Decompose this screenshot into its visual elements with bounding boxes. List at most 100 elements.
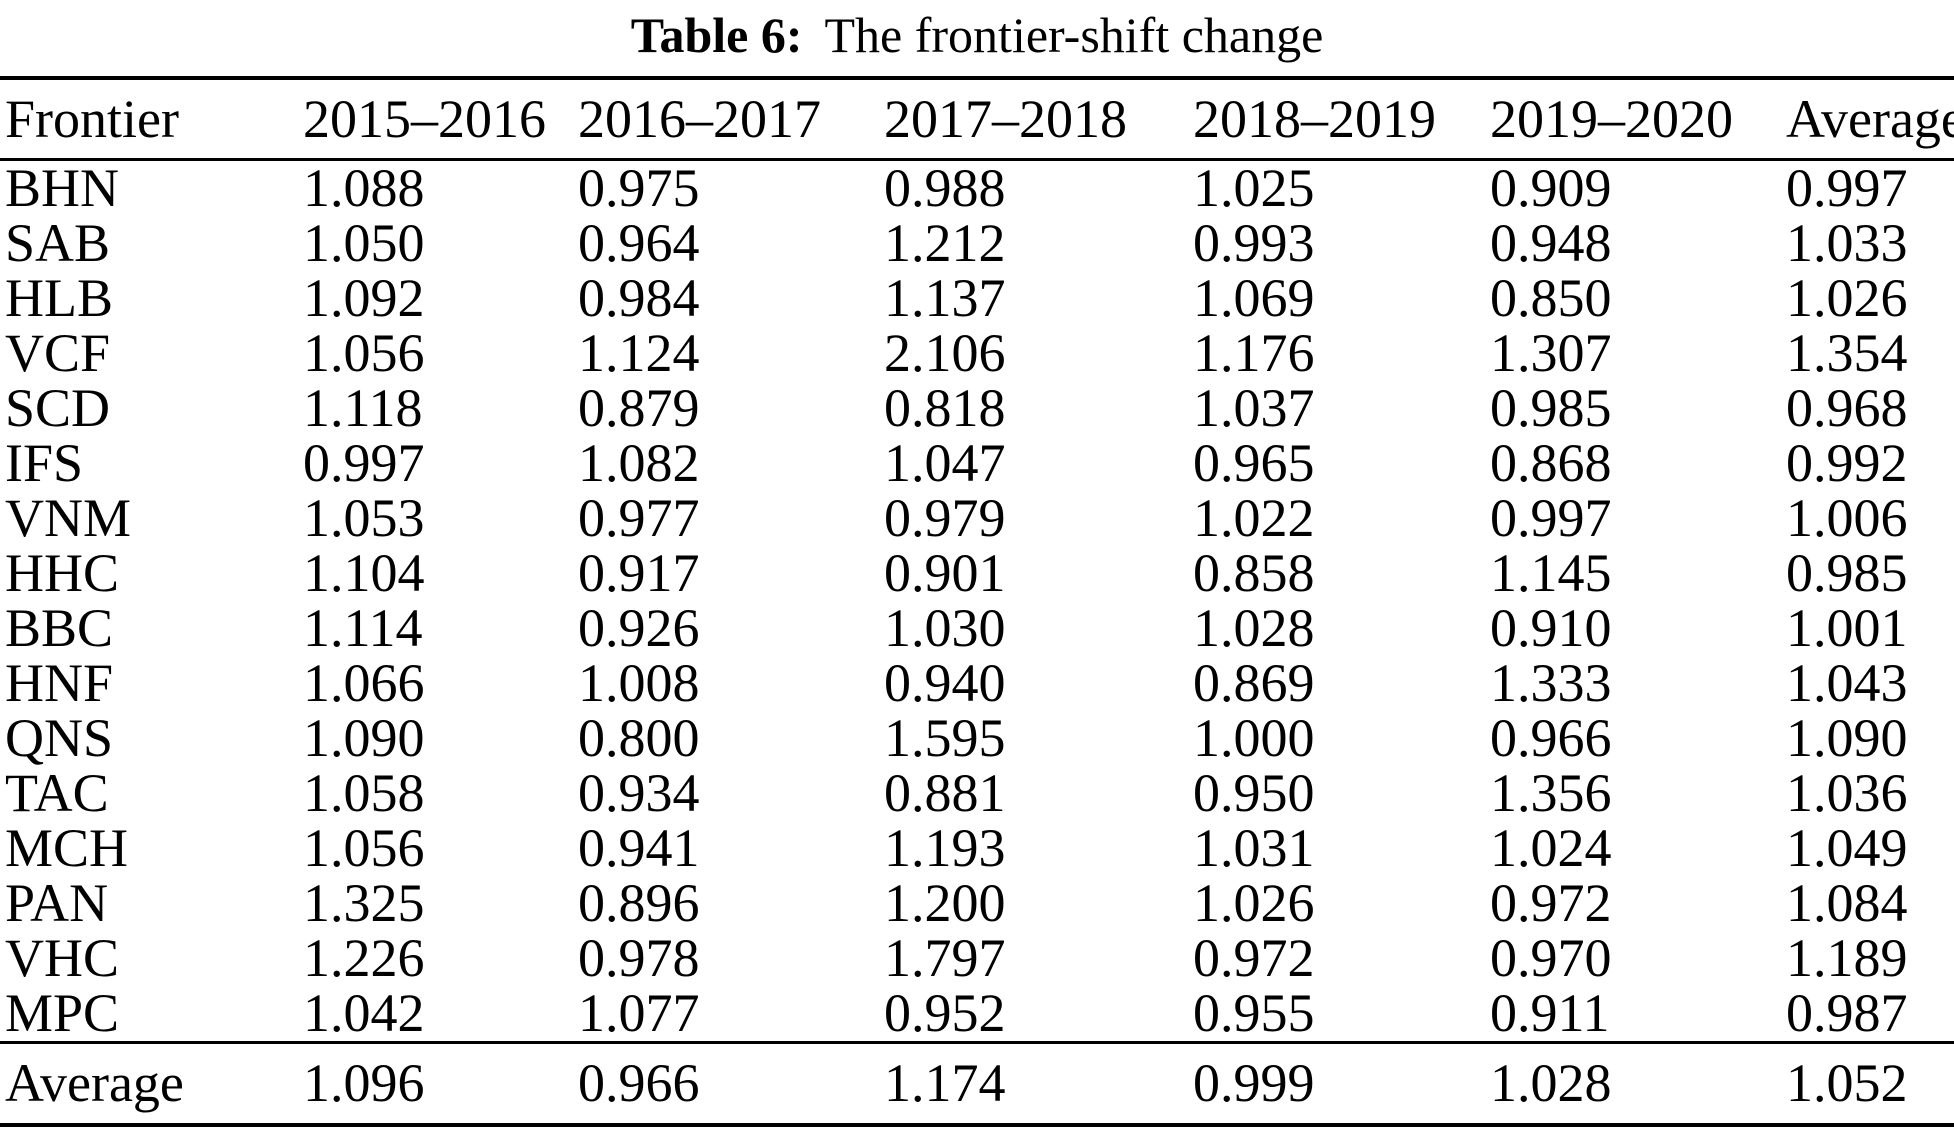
table-cell: 1.047 bbox=[884, 433, 1006, 493]
table-cell: 1.096 bbox=[303, 1053, 425, 1113]
table-cell: 1.028 bbox=[1193, 598, 1315, 658]
table-cell: 1.200 bbox=[884, 873, 1006, 933]
table-cell: 0.988 bbox=[884, 158, 1006, 218]
column-header-2015-2016: 2015–2016 bbox=[303, 89, 546, 149]
table-cell: 1.090 bbox=[303, 708, 425, 768]
table-cell: 0.818 bbox=[884, 378, 1006, 438]
table-cell: 0.979 bbox=[884, 488, 1006, 548]
table-cell: 1.114 bbox=[303, 598, 423, 658]
table-cell: 1.090 bbox=[1786, 708, 1908, 768]
row-label: PAN bbox=[5, 873, 109, 933]
header-row: Frontier 2015–2016 2016–2017 2017–2018 2… bbox=[0, 78, 1954, 160]
table-cell: 1.077 bbox=[578, 983, 700, 1043]
table-cell: 0.970 bbox=[1490, 928, 1612, 988]
table-cell: 1.137 bbox=[884, 268, 1006, 328]
table-cell: 0.952 bbox=[884, 983, 1006, 1043]
table-row: PAN 1.325 0.896 1.200 1.026 0.972 1.084 bbox=[0, 876, 1954, 931]
table-cell: 1.008 bbox=[578, 653, 700, 713]
table-row: HHC 1.104 0.917 0.901 0.858 1.145 0.985 bbox=[0, 546, 1954, 601]
table-cell: 0.869 bbox=[1193, 653, 1315, 713]
row-label: BBC bbox=[5, 598, 114, 658]
row-label: Average bbox=[5, 1053, 184, 1113]
column-header-2018-2019: 2018–2019 bbox=[1193, 89, 1436, 149]
table-cell: 0.911 bbox=[1490, 983, 1610, 1043]
table-cell: 1.050 bbox=[303, 213, 425, 273]
table-cell: 1.042 bbox=[303, 983, 425, 1043]
column-header-2016-2017: 2016–2017 bbox=[578, 89, 821, 149]
table-cell: 0.999 bbox=[1193, 1053, 1315, 1113]
table-cell: 0.975 bbox=[578, 158, 700, 218]
table-cell: 1.174 bbox=[884, 1053, 1006, 1113]
table-cell: 0.984 bbox=[578, 268, 700, 328]
table-cell: 1.056 bbox=[303, 323, 425, 383]
table-row: QNS 1.090 0.800 1.595 1.000 0.966 1.090 bbox=[0, 711, 1954, 766]
table-cell: 1.797 bbox=[884, 928, 1006, 988]
row-label: VCF bbox=[5, 323, 111, 383]
row-label: IFS bbox=[5, 433, 84, 493]
table-cell: 0.879 bbox=[578, 378, 700, 438]
table-cell: 0.800 bbox=[578, 708, 700, 768]
table-cell: 0.926 bbox=[578, 598, 700, 658]
table-cell: 0.972 bbox=[1490, 873, 1612, 933]
table-body: BHN 1.088 0.975 0.988 1.025 0.909 0.997 SAB 1.0… bbox=[0, 160, 1954, 1043]
table-cell: 1.026 bbox=[1193, 873, 1315, 933]
table-row: MCH 1.056 0.941 1.193 1.031 1.024 1.049 bbox=[0, 821, 1954, 876]
table-cell: 1.124 bbox=[578, 323, 700, 383]
row-label: MCH bbox=[5, 818, 129, 878]
row-label: SCD bbox=[5, 378, 111, 438]
table-row: VNM 1.053 0.977 0.979 1.022 0.997 1.006 bbox=[0, 491, 1954, 546]
table-cell: 1.030 bbox=[884, 598, 1006, 658]
table-cell: 1.145 bbox=[1490, 543, 1612, 603]
table-cell: 0.881 bbox=[884, 763, 1006, 823]
row-label: VNM bbox=[5, 488, 132, 548]
table-cell: 1.000 bbox=[1193, 708, 1315, 768]
table-row: SCD 1.118 0.879 0.818 1.037 0.985 0.968 bbox=[0, 381, 1954, 436]
table-cell: 1.052 bbox=[1786, 1053, 1908, 1113]
column-header-2017-2018: 2017–2018 bbox=[884, 89, 1127, 149]
table-cell: 0.858 bbox=[1193, 543, 1315, 603]
row-label: QNS bbox=[5, 708, 114, 768]
table-cell: 1.176 bbox=[1193, 323, 1315, 383]
table-cell: 1.333 bbox=[1490, 653, 1612, 713]
table-cell: 0.992 bbox=[1786, 433, 1908, 493]
table-cell: 1.104 bbox=[303, 543, 425, 603]
table-cell: 0.850 bbox=[1490, 268, 1612, 328]
column-header-2019-2020: 2019–2020 bbox=[1490, 89, 1733, 149]
table-caption-title: The frontier-shift change bbox=[824, 7, 1324, 63]
column-header-frontier: Frontier bbox=[5, 89, 179, 149]
column-header-average: Average bbox=[1786, 89, 1954, 149]
row-label: TAC bbox=[5, 763, 109, 823]
table-cell: 0.966 bbox=[1490, 708, 1612, 768]
table-row: VCF 1.056 1.124 2.106 1.176 1.307 1.354 bbox=[0, 326, 1954, 381]
table-cell: 0.950 bbox=[1193, 763, 1315, 823]
table-cell: 0.985 bbox=[1786, 543, 1908, 603]
table-cell: 0.993 bbox=[1193, 213, 1315, 273]
table-cell: 1.037 bbox=[1193, 378, 1315, 438]
table-row: BBC 1.114 0.926 1.030 1.028 0.910 1.001 bbox=[0, 601, 1954, 656]
table-row: SAB 1.050 0.964 1.212 0.993 0.948 1.033 bbox=[0, 216, 1954, 271]
table-cell: 0.997 bbox=[1490, 488, 1612, 548]
table-row: HLB 1.092 0.984 1.137 1.069 0.850 1.026 bbox=[0, 271, 1954, 326]
table-row: VHC 1.226 0.978 1.797 0.972 0.970 1.189 bbox=[0, 931, 1954, 986]
table-footer: Average 1.096 0.966 1.174 0.999 1.028 1.… bbox=[0, 1043, 1954, 1125]
table-cell: 0.896 bbox=[578, 873, 700, 933]
table-cell: 1.193 bbox=[884, 818, 1006, 878]
table-row: MPC 1.042 1.077 0.952 0.955 0.911 0.987 bbox=[0, 986, 1954, 1043]
table-cell: 1.036 bbox=[1786, 763, 1908, 823]
table-cell: 1.001 bbox=[1786, 598, 1908, 658]
table-cell: 1.043 bbox=[1786, 653, 1908, 713]
table-cell: 1.033 bbox=[1786, 213, 1908, 273]
table-row: HNF 1.066 1.008 0.940 0.869 1.333 1.043 bbox=[0, 656, 1954, 711]
table-cell: 0.934 bbox=[578, 763, 700, 823]
table-cell: 1.006 bbox=[1786, 488, 1908, 548]
table-row: IFS 0.997 1.082 1.047 0.965 0.868 0.992 bbox=[0, 436, 1954, 491]
row-label: MPC bbox=[5, 983, 120, 1043]
table-cell: 1.092 bbox=[303, 268, 425, 328]
average-row: Average 1.096 0.966 1.174 0.999 1.028 1.… bbox=[0, 1043, 1954, 1125]
table-cell: 1.356 bbox=[1490, 763, 1612, 823]
row-label: HLB bbox=[5, 268, 113, 328]
table-cell: 1.026 bbox=[1786, 268, 1908, 328]
table-cell: 1.212 bbox=[884, 213, 1006, 273]
table-cell: 0.868 bbox=[1490, 433, 1612, 493]
